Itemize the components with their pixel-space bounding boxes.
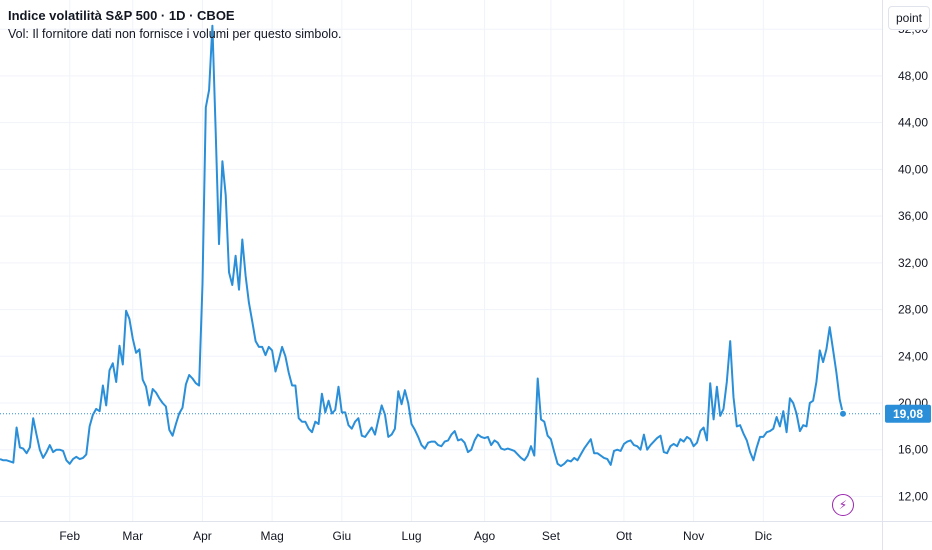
last-price-dot <box>839 409 847 418</box>
x-tick-label: Giu <box>333 529 352 543</box>
lightning-bolt-icon[interactable]: ⚡ <box>832 494 854 516</box>
y-tick-label: 32,00 <box>898 256 928 270</box>
x-tick-label: Mag <box>260 529 283 543</box>
chart-header: Indice volatilità S&P 500 · 1D · CBOE Vo… <box>8 8 342 41</box>
x-tick-label: Ago <box>474 529 496 543</box>
x-tick-label: Nov <box>683 529 704 543</box>
volume-note: Vol: Il fornitore dati non fornisce i vo… <box>8 27 342 41</box>
symbol-title: Indice volatilità S&P 500 · 1D · CBOE <box>8 8 235 23</box>
y-tick-label: 40,00 <box>898 162 928 176</box>
y-tick-label: 28,00 <box>898 303 928 317</box>
x-axis-ticks: Feb Mar Apr Mag Giu Lug Ago Set Ott Nov Dic <box>59 529 772 543</box>
x-tick-label: Mar <box>122 529 143 543</box>
series-line <box>0 24 844 468</box>
price-scale-unit-button[interactable]: point <box>888 6 930 30</box>
x-tick-label: Set <box>542 529 561 543</box>
y-tick-label: 36,00 <box>898 209 928 223</box>
last-price-badge: 19,08 <box>885 404 931 423</box>
y-axis-ticks: 12,0016,0020,0024,0028,0032,0036,0040,00… <box>898 22 928 503</box>
y-tick-label: 16,00 <box>898 443 928 457</box>
last-price-badge-bg <box>885 404 931 423</box>
grid-lines <box>0 0 882 521</box>
x-tick-label: Dic <box>755 529 772 543</box>
y-tick-label: 44,00 <box>898 116 928 130</box>
last-price-value: 19,08 <box>893 407 923 421</box>
x-tick-label: Apr <box>193 529 212 543</box>
y-tick-label: 12,00 <box>898 489 928 503</box>
x-tick-label: Lug <box>402 529 422 543</box>
y-tick-label: 48,00 <box>898 69 928 83</box>
x-tick-label: Ott <box>616 529 633 543</box>
y-tick-label: 24,00 <box>898 349 928 363</box>
x-tick-label: Feb <box>59 529 80 543</box>
